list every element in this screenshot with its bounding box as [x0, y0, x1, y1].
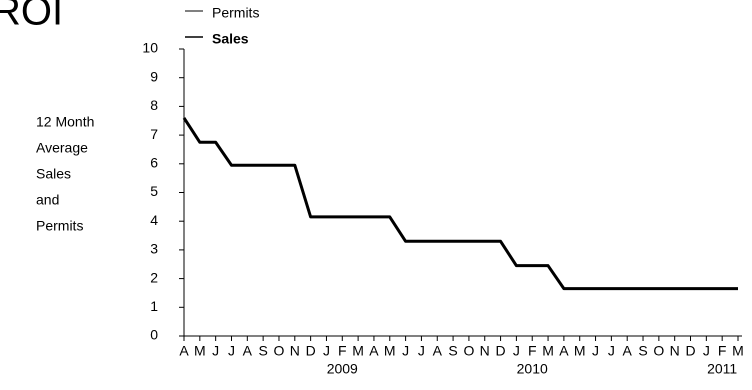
y-tick-label: 3: [150, 241, 158, 257]
x-tick-label: M: [384, 343, 396, 359]
x-tick-label: D: [306, 343, 316, 359]
y-axis-label: Sales: [36, 166, 71, 182]
x-tick-label: D: [685, 343, 695, 359]
x-tick-label: J: [592, 343, 599, 359]
x-tick-label: N: [480, 343, 490, 359]
x-tick-label: N: [290, 343, 300, 359]
x-tick-label: F: [338, 343, 347, 359]
x-year-label: 2011: [707, 361, 737, 377]
x-tick-label: S: [638, 343, 647, 359]
x-tick-label: J: [212, 343, 219, 359]
x-year-label: 2010: [517, 361, 548, 377]
y-tick-label: 7: [150, 126, 158, 142]
line-series: [182, 117, 738, 291]
y-tick-label: 2: [150, 269, 158, 285]
x-tick-label: J: [418, 343, 425, 359]
y-axis-label: and: [36, 192, 59, 208]
x-tick-label: A: [433, 343, 443, 359]
y-axis-label: Permits: [36, 218, 83, 234]
x-tick-label: S: [448, 343, 457, 359]
x-tick-label: O: [463, 343, 474, 359]
x-tick-label: J: [608, 343, 615, 359]
y-tick-label: 6: [150, 155, 158, 171]
x-tick-label: J: [513, 343, 520, 359]
y-tick-label: 4: [150, 212, 158, 228]
x-tick-label: J: [402, 343, 409, 359]
x-tick-label: J: [228, 343, 235, 359]
x-tick-label: M: [194, 343, 206, 359]
legend-label: Permits: [212, 5, 259, 21]
x-tick-label: M: [732, 343, 744, 359]
x-tick-label: M: [574, 343, 586, 359]
x-tick-label: A: [369, 343, 379, 359]
y-tick-label: 1: [150, 298, 158, 314]
x-tick-label: N: [670, 343, 680, 359]
y-axis-label: Average: [36, 140, 88, 156]
x-tick-label: A: [559, 343, 569, 359]
x-tick-label: O: [274, 343, 285, 359]
x-tick-label: A: [179, 343, 189, 359]
x-tick-label: M: [352, 343, 364, 359]
y-tick-label: 0: [150, 327, 158, 343]
x-tick-label: S: [258, 343, 267, 359]
x-tick-label: D: [496, 343, 506, 359]
y-tick-label: 8: [150, 97, 158, 113]
x-tick-label: F: [528, 343, 537, 359]
x-tick-label: A: [623, 343, 633, 359]
x-tick-label: F: [718, 343, 727, 359]
y-tick-label: 10: [142, 40, 158, 56]
x-tick-label: M: [542, 343, 554, 359]
x-tick-label: A: [243, 343, 253, 359]
x-tick-label: J: [703, 343, 710, 359]
y-axis-label: 12 Month: [36, 114, 94, 130]
x-tick-label: O: [653, 343, 664, 359]
legend-label: Sales: [212, 31, 249, 47]
y-tick-label: 9: [150, 68, 158, 84]
chart-title: ROI: [0, 0, 63, 34]
x-tick-label: J: [323, 343, 330, 359]
y-tick-label: 5: [150, 183, 158, 199]
x-year-label: 2009: [327, 361, 358, 377]
